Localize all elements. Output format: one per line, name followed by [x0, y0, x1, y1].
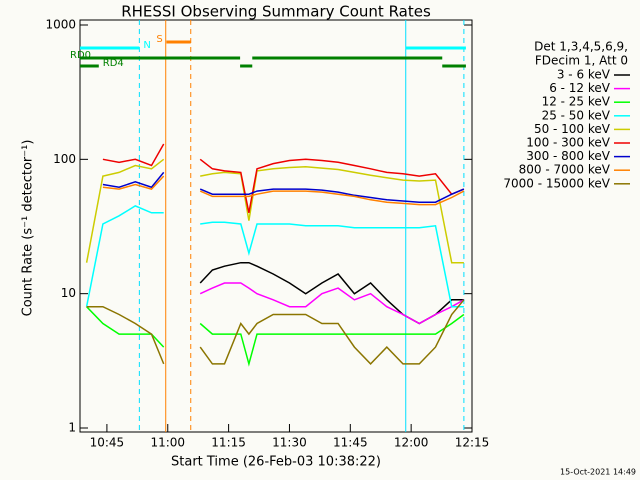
- series-line: [102, 143, 465, 213]
- y-tick-label: 1: [68, 421, 76, 435]
- x-tick-label: 11:15: [211, 436, 246, 450]
- y-axis-label: Count Rate (s⁻¹ detector⁻¹): [21, 140, 36, 317]
- y-tick-label: 1000: [45, 18, 76, 32]
- x-tick-label: 11:00: [150, 436, 185, 450]
- series-line: [199, 282, 465, 325]
- series-line: [86, 306, 465, 367]
- series-line: [85, 205, 464, 308]
- flag-label: N: [143, 40, 150, 51]
- x-tick-label: 12:00: [394, 436, 429, 450]
- x-axis-label: Start Time (26-Feb-03 10:38:22): [171, 455, 381, 470]
- x-tick-label: 12:15: [455, 436, 490, 450]
- legend-label: 300 - 800 keV: [526, 149, 610, 163]
- y-tick-label: 100: [53, 152, 76, 166]
- legend-label: 50 - 100 keV: [534, 122, 611, 136]
- legend-label: 800 - 7000 keV: [519, 163, 611, 177]
- flag-label: RD0: [70, 50, 91, 61]
- legend-label: 100 - 300 keV: [526, 136, 610, 150]
- legend-label: 7000 - 15000 keV: [503, 176, 610, 190]
- chart-title: RHESSI Observing Summary Count Rates: [121, 3, 431, 21]
- flag-label: S: [156, 34, 162, 45]
- y-tick-label: 10: [61, 286, 76, 300]
- legend-label: 25 - 50 keV: [542, 108, 611, 122]
- legend-label: 3 - 6 keV: [557, 68, 611, 82]
- legend-header: Det 1,3,4,5,6,9,: [534, 40, 628, 54]
- legend-label: 12 - 25 keV: [542, 95, 611, 109]
- series-line: [102, 175, 465, 206]
- x-tick-label: 11:30: [272, 436, 307, 450]
- legend-header: FDecim 1, Att 0: [535, 54, 628, 68]
- footer: 15-Oct-2021 14:49: [560, 468, 636, 477]
- plot-frame: [79, 19, 473, 433]
- x-tick-label: 10:45: [90, 436, 125, 450]
- legend-label: 6 - 12 keV: [549, 81, 611, 95]
- flag-label: RD4: [103, 58, 124, 69]
- x-tick-label: 11:45: [333, 436, 368, 450]
- series-line: [86, 299, 465, 365]
- series-line: [102, 171, 465, 203]
